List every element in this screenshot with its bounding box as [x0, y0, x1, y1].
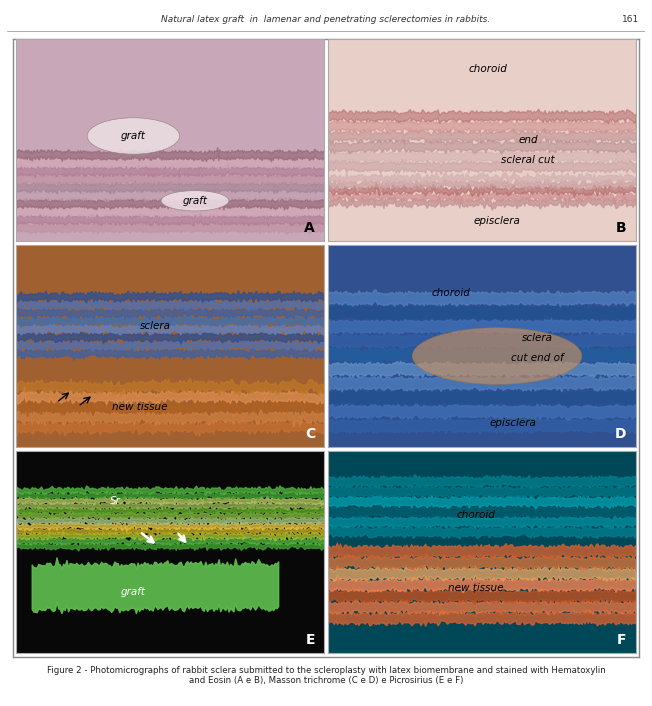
- Ellipse shape: [161, 191, 229, 211]
- Text: 161: 161: [622, 15, 639, 24]
- Text: Sr: Sr: [110, 496, 121, 506]
- Text: new tissue: new tissue: [448, 583, 503, 593]
- Text: graft: graft: [183, 196, 207, 205]
- Text: D: D: [615, 427, 627, 441]
- Ellipse shape: [87, 118, 179, 154]
- Text: cut end of: cut end of: [511, 353, 563, 363]
- Text: B: B: [616, 221, 627, 235]
- Text: C: C: [305, 427, 315, 441]
- Text: Figure 2 - Photomicrographs of rabbit sclera submitted to the scleroplasty with : Figure 2 - Photomicrographs of rabbit sc…: [47, 666, 605, 686]
- Text: choroid: choroid: [456, 510, 495, 520]
- Text: episclera: episclera: [489, 418, 536, 428]
- Text: Natural latex graft  in  lamenar and penetrating sclerectomies in rabbits.: Natural latex graft in lamenar and penet…: [162, 15, 490, 24]
- Text: graft: graft: [121, 131, 146, 141]
- Text: sclera: sclera: [522, 333, 553, 343]
- Text: scleral cut: scleral cut: [501, 155, 555, 165]
- Text: E: E: [306, 633, 315, 647]
- Text: F: F: [617, 633, 627, 647]
- Text: sclera: sclera: [140, 321, 170, 330]
- Text: choroid: choroid: [468, 64, 507, 74]
- Text: graft: graft: [121, 587, 146, 597]
- Text: choroid: choroid: [432, 288, 470, 299]
- Text: A: A: [304, 221, 315, 235]
- Text: episclera: episclera: [473, 216, 520, 226]
- Ellipse shape: [412, 328, 582, 384]
- Text: new tissue: new tissue: [111, 402, 168, 412]
- Text: end: end: [518, 135, 538, 145]
